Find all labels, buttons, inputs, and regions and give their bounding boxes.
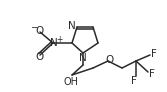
Text: N: N xyxy=(50,38,58,48)
Text: F: F xyxy=(131,76,137,86)
Text: O: O xyxy=(35,26,43,36)
Text: +: + xyxy=(56,34,62,44)
Text: OH: OH xyxy=(63,77,78,87)
Text: O: O xyxy=(35,52,43,62)
Text: F: F xyxy=(151,49,157,59)
Text: −: − xyxy=(30,23,38,31)
Text: N: N xyxy=(79,53,87,63)
Text: N: N xyxy=(68,21,76,31)
Text: O: O xyxy=(105,55,113,65)
Text: F: F xyxy=(149,69,155,79)
